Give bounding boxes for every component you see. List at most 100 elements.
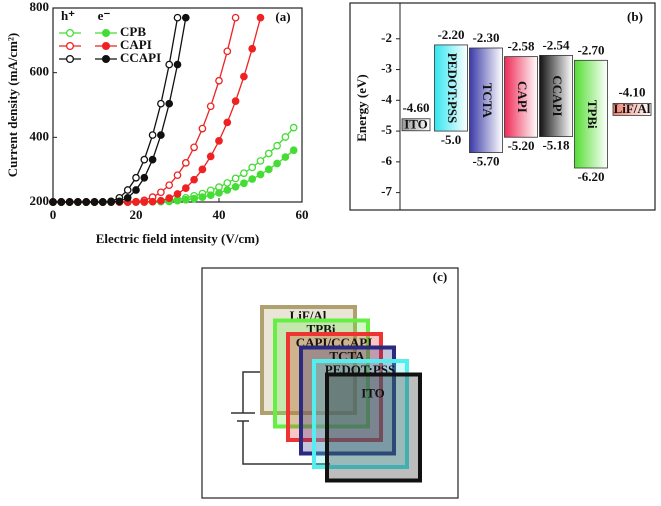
marker-open [140,155,149,164]
marker-open [264,149,273,158]
marker-open [198,124,207,133]
legend-marker [65,54,75,64]
marker-filled [165,99,174,108]
y-tick-label: 600 [30,64,50,79]
marker-filled [215,189,223,197]
y-tick-label: -2 [381,30,392,45]
legend-label: CPB [120,24,146,39]
layer-label: TPBi [585,100,600,129]
device-layer [325,372,422,483]
value-label: -5.0 [441,132,462,147]
panel-label: (b) [627,9,643,24]
marker-open [248,163,257,172]
device-layer [260,305,357,415]
wire [242,421,330,465]
marker-filled [173,196,182,205]
marker-filled [132,198,140,206]
marker-open [173,171,182,180]
value-label: -5.20 [507,138,534,153]
marker-filled [289,146,298,155]
x-axis-label: Electric field intensity (V/cm) [96,231,260,246]
y-tick-label: 200 [30,193,50,208]
energy-bar [574,59,608,169]
marker-open [223,47,232,56]
device-layer [286,332,383,442]
value-label: -2.20 [437,27,464,42]
wire [242,371,262,413]
marker-open [157,99,165,108]
marker-filled [256,13,265,22]
x-tick-label: 20 [130,207,143,222]
x-tick-label: 60 [296,207,309,222]
marker-open [231,13,240,22]
marker-filled [123,193,132,202]
layer-label: CAPI [515,81,530,113]
circuit [231,371,330,465]
marker-open [215,76,223,85]
marker-filled [181,195,190,204]
y-tick-label: 800 [30,0,50,14]
legend-marker [101,28,111,38]
marker-filled [248,175,257,183]
marker-filled [148,197,157,206]
y-tick-label: 400 [30,128,50,143]
marker-filled [165,194,174,202]
marker-filled [198,165,207,174]
marker-open [157,188,165,197]
marker-filled [223,118,232,127]
marker-open [190,143,198,152]
marker-filled [181,13,190,22]
marker-filled [215,137,223,145]
marker-open [256,157,265,165]
marker-filled [190,175,198,184]
energy-bar [504,56,538,138]
marker-filled [223,186,232,194]
marker-filled [132,186,140,194]
marker-filled [231,97,240,105]
marker-open [231,174,240,183]
value-label: -2.54 [542,37,570,52]
device-layer [299,345,396,456]
marker-filled [90,198,99,206]
x-tick-label: 0 [50,207,57,222]
work-function-box [401,118,431,132]
value-label: -2.30 [472,30,499,45]
value-label: -6.20 [577,169,604,184]
legend-marker [65,41,75,51]
marker-open [206,102,215,111]
x-tick-label: 40 [213,207,226,222]
marker-filled [148,155,157,164]
panel-b-frame [349,2,656,211]
legend-header: h⁺ [61,8,75,23]
marker-filled [173,60,182,69]
y-tick-label: -7 [381,184,392,199]
y-tick-label: -6 [381,153,392,168]
marker-open [132,173,140,182]
energy-bar [539,54,573,138]
marker-filled [140,198,149,206]
panel-label: (c) [433,269,447,284]
y-axis-label: Current density (mA/cm²) [5,33,20,177]
marker-filled [198,193,207,201]
marker-filled [74,198,82,206]
marker-open [123,186,132,194]
legend-label: CAPI [120,37,152,52]
marker-open [173,13,182,22]
layer-label: LiF/Al [614,101,651,116]
marker-filled [206,191,215,200]
layer-label: TCTA [480,83,495,119]
marker-filled [157,131,165,139]
marker-filled [240,72,248,81]
marker-filled [240,179,248,188]
marker-filled [115,197,124,206]
marker-open [148,131,157,139]
marker-open [281,133,290,141]
marker-filled [82,198,91,206]
layer-label: CCAPI [550,75,565,116]
energy-bar [469,47,503,154]
series-line [53,127,295,203]
marker-filled [256,170,265,179]
value-label: -5.70 [472,154,499,169]
legend-header: e⁻ [98,8,111,23]
